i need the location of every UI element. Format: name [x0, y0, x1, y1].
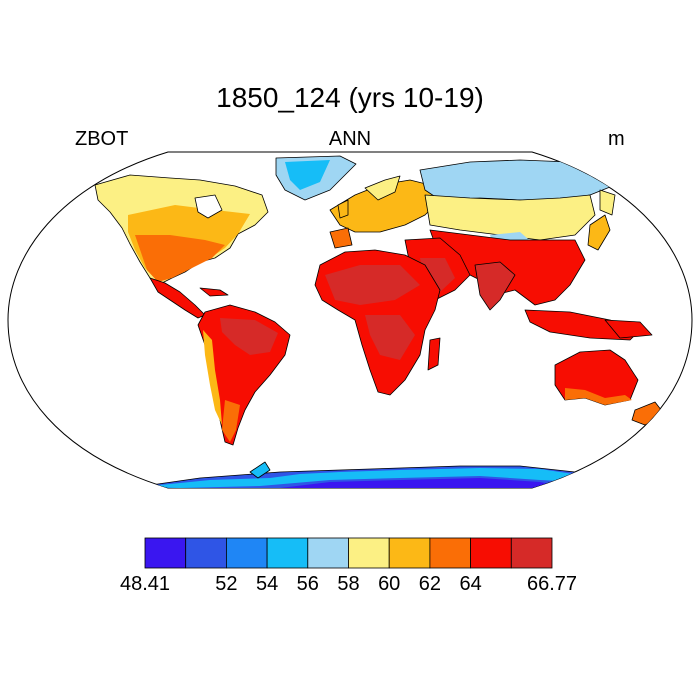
colorbar-tick-label: 62 — [418, 573, 442, 595]
britain — [337, 199, 349, 219]
colorbar-tick-label: 52 — [215, 573, 238, 595]
hudson-bay — [194, 194, 223, 219]
colorbar-tick-label: 60 — [378, 573, 401, 595]
colorbar-box — [429, 537, 471, 569]
australia-south — [565, 388, 632, 405]
kamchatka — [599, 189, 616, 216]
colorbar-box — [225, 537, 268, 569]
units-label: m — [608, 128, 625, 150]
sahara — [325, 265, 420, 305]
india — [474, 261, 516, 311]
indonesia — [524, 309, 641, 341]
colorbar-tick-label: 54 — [255, 573, 279, 595]
central-africa — [365, 315, 415, 360]
colorbar-box — [266, 537, 309, 569]
iberia — [329, 227, 353, 249]
map-title: 1850_124 (yrs 10-19) — [216, 82, 484, 113]
colorbar-tick-label: 64 — [459, 573, 482, 595]
cuba — [199, 287, 229, 297]
colorbar-box — [307, 537, 349, 569]
antarctic-peninsula — [249, 461, 271, 479]
north-america-south — [135, 235, 225, 282]
patagonia — [222, 400, 240, 442]
scandinavia — [364, 175, 401, 201]
colorbar-box — [185, 537, 227, 569]
colorbar-tick-label: 56 — [296, 573, 319, 595]
colorbar-tick-label: 48.41 — [119, 573, 171, 595]
colorbar-tick-label: 66.77 — [526, 573, 578, 595]
greenland-core — [285, 160, 330, 190]
colorbar-box — [144, 537, 187, 569]
antarctica-interior — [280, 478, 570, 488]
colorbar-box — [348, 537, 390, 569]
andes — [203, 330, 222, 425]
variable-name: ZBOT — [75, 128, 129, 150]
new-guinea — [604, 319, 653, 339]
season-label: ANN — [328, 128, 372, 150]
colorbar-box — [388, 537, 431, 569]
japan — [587, 214, 611, 251]
amazon — [220, 318, 278, 355]
central-america — [149, 277, 206, 319]
colorbar-tick-label: 58 — [337, 573, 360, 595]
colorbar-box — [470, 537, 512, 569]
colorbar-box — [510, 537, 553, 569]
madagascar — [427, 337, 441, 371]
asia-mid — [424, 194, 596, 241]
antarctica-coast — [140, 468, 595, 488]
